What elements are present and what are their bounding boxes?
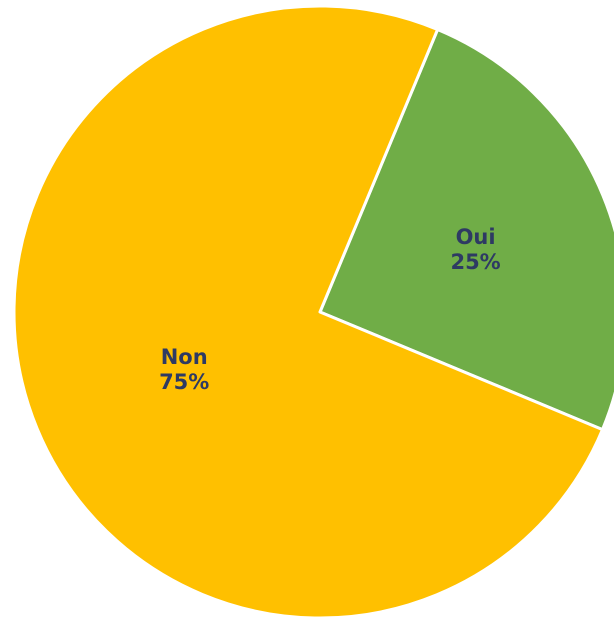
slice-label-oui: Oui [456, 225, 496, 249]
pie-slices [12, 4, 614, 617]
slice-value-oui: 25% [450, 250, 500, 274]
pie-slice-oui [318, 28, 614, 432]
slice-value-non: 75% [159, 370, 209, 394]
slice-label-non: Non [161, 345, 208, 369]
pie-slice-non [12, 4, 604, 617]
